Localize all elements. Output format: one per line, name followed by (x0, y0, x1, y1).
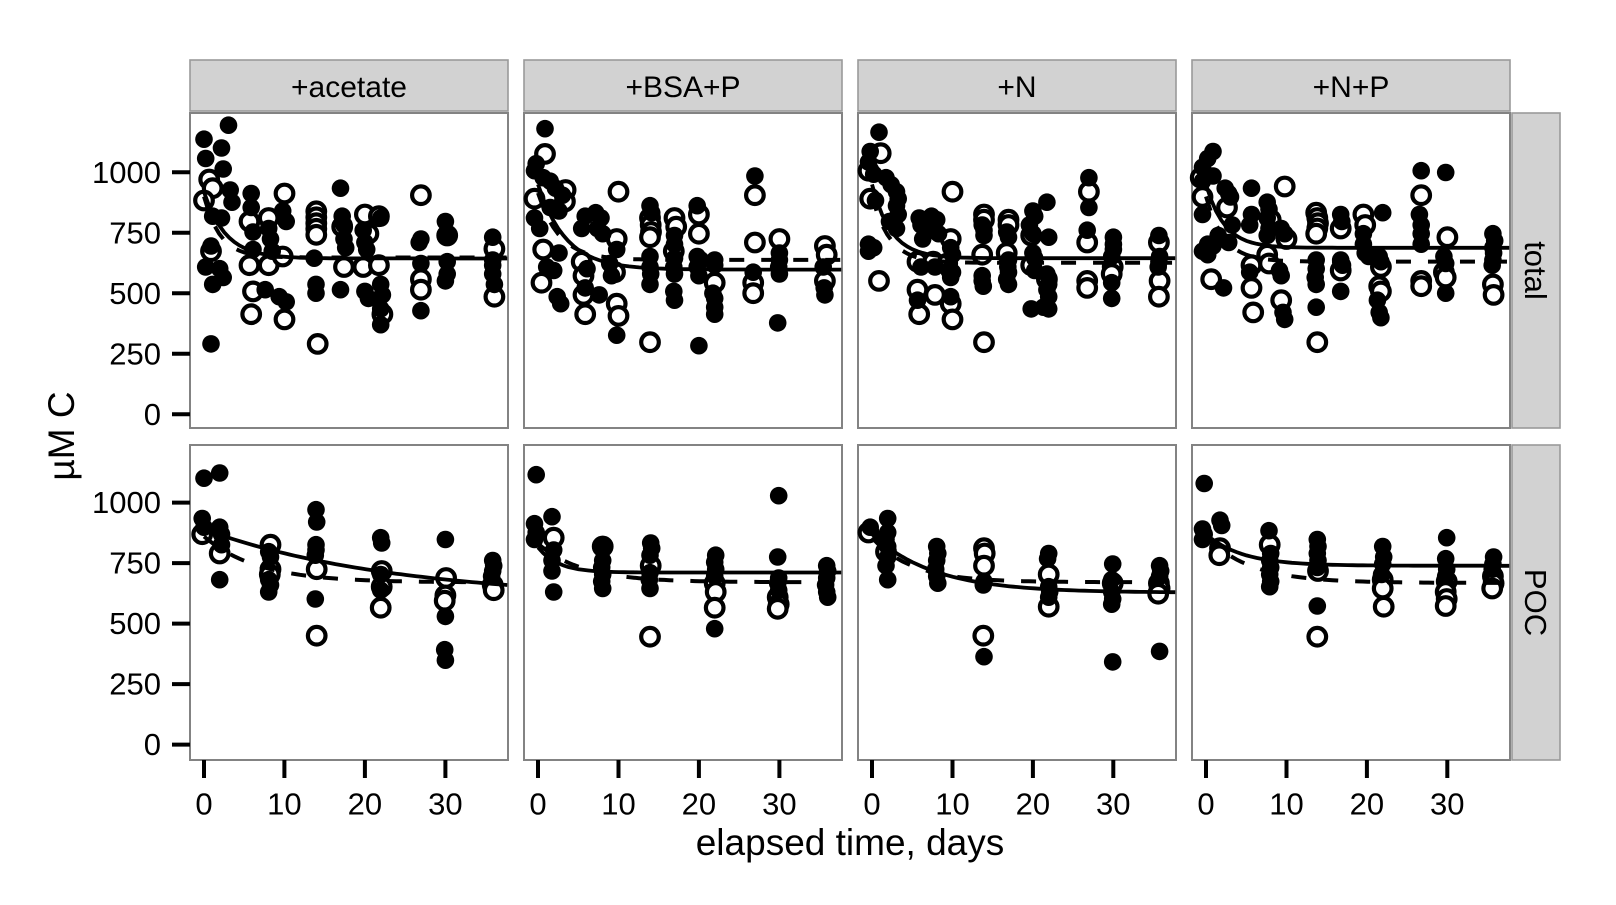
svg-text:20: 20 (1016, 787, 1050, 822)
svg-text:0: 0 (1197, 787, 1214, 822)
svg-text:500: 500 (109, 276, 161, 311)
svg-text:0: 0 (195, 787, 212, 822)
svg-text:10: 10 (935, 787, 969, 822)
svg-text:+acetate: +acetate (291, 71, 407, 104)
svg-text:total: total (1518, 241, 1553, 300)
svg-text:+BSA+P: +BSA+P (625, 71, 740, 104)
svg-text:250: 250 (109, 667, 161, 702)
svg-text:500: 500 (109, 606, 161, 641)
svg-text:10: 10 (1269, 787, 1303, 822)
svg-text:10: 10 (601, 787, 635, 822)
svg-text:µM C: µM C (41, 391, 82, 480)
svg-text:750: 750 (109, 215, 161, 250)
svg-text:30: 30 (428, 787, 462, 822)
svg-text:+N+P: +N+P (1313, 71, 1390, 104)
svg-text:30: 30 (762, 787, 796, 822)
svg-text:250: 250 (109, 336, 161, 371)
svg-text:30: 30 (1096, 787, 1130, 822)
svg-text:750: 750 (109, 546, 161, 581)
svg-text:0: 0 (529, 787, 546, 822)
svg-text:POC: POC (1518, 569, 1553, 636)
svg-text:10: 10 (267, 787, 301, 822)
svg-text:0: 0 (144, 397, 161, 432)
svg-text:20: 20 (348, 787, 382, 822)
svg-text:20: 20 (1350, 787, 1384, 822)
svg-text:20: 20 (682, 787, 716, 822)
svg-text:30: 30 (1430, 787, 1464, 822)
svg-text:1000: 1000 (92, 155, 161, 190)
svg-text:+N: +N (997, 71, 1036, 104)
svg-text:1000: 1000 (92, 485, 161, 520)
svg-text:0: 0 (863, 787, 880, 822)
svg-text:elapsed time, days: elapsed time, days (696, 822, 1005, 863)
svg-text:0: 0 (144, 727, 161, 762)
